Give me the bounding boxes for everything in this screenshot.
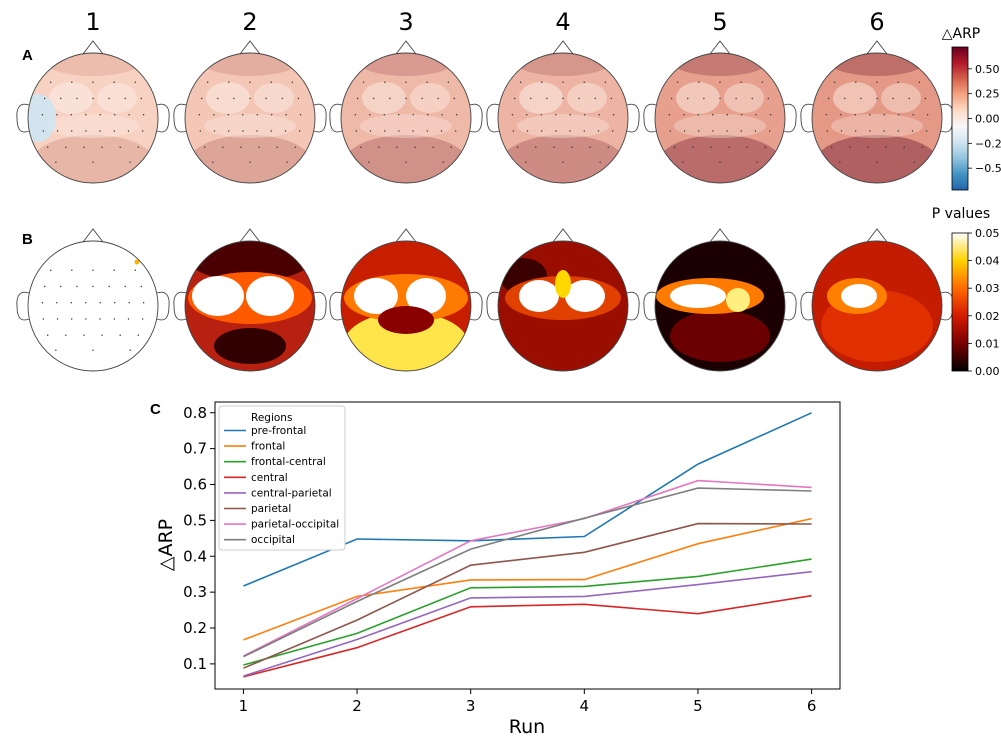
- colorbar-a-tick: −0.25: [975, 137, 1001, 150]
- legend-box: [218, 405, 346, 551]
- colorbar-b: P values 0.05 0.04 0.03 0.02 0.01 0.00: [932, 206, 1000, 378]
- y-tick-label: 0.5: [183, 511, 207, 529]
- legend-title: Regions: [251, 412, 292, 424]
- series-line-occipital: [243, 487, 812, 658]
- colorbar-b-tick: 0.01: [975, 337, 1000, 350]
- topomap-a-4: [486, 40, 640, 184]
- x-axis: 1 2 3 4 5 6: [239, 689, 817, 715]
- series-line-parietal: [243, 522, 812, 669]
- colorbar-a-tick: 0.00: [975, 113, 1000, 126]
- series-lines: [243, 412, 812, 678]
- y-axis-label: △ARP: [155, 519, 177, 571]
- legend-entry: frontal-central: [251, 456, 326, 468]
- topomap-row-b: [16, 228, 954, 372]
- y-tick-label: 0.3: [183, 583, 207, 601]
- colorbar-b-title: P values: [932, 206, 990, 222]
- column-label-1: 1: [85, 8, 100, 36]
- column-label-2: 2: [242, 8, 257, 36]
- y-axis: 0.1 0.2 0.3 0.4 0.5 0.6 0.7 0.8: [183, 404, 215, 673]
- panel-label-b: B: [22, 231, 33, 248]
- x-axis-label: Run: [509, 716, 545, 738]
- topomap-a-1: [16, 40, 170, 184]
- x-tick-label: 3: [466, 697, 476, 715]
- colorbar-b-tick: 0.00: [975, 365, 1000, 378]
- legend-entry: central: [251, 472, 288, 484]
- topomap-b-5: [643, 228, 797, 372]
- series-line-central-parietal: [243, 570, 812, 677]
- colorbar-b-tick: 0.02: [975, 310, 1000, 323]
- topomap-a-6: [800, 40, 954, 184]
- line-chart: 0.1 0.2 0.3 0.4 0.5 0.6 0.7 0.8 1 2 3 4 5 6 Run △ARP…: [155, 401, 841, 738]
- colorbar-b-tick: 0.04: [975, 255, 1000, 268]
- series-line-central: [243, 594, 812, 678]
- topomap-b-1: [16, 228, 170, 372]
- series-line-frontal: [243, 517, 812, 641]
- colorbar-b-bar: [951, 232, 969, 372]
- legend-entry: parietal: [251, 503, 291, 515]
- topomap-a-5: [643, 40, 797, 184]
- colorbar-a: △ARP 0.50 0.25 0.00 −0.25 −0.50: [942, 26, 1001, 191]
- x-tick-label: 1: [239, 697, 249, 715]
- y-tick-label: 0.6: [183, 476, 207, 494]
- colorbar-a-tick: 0.25: [975, 88, 1000, 101]
- panel-label-c: C: [150, 401, 161, 418]
- colorbar-b-tick: 0.03: [975, 282, 1000, 295]
- topomap-row-a: [16, 40, 954, 184]
- y-tick-label: 0.1: [183, 655, 207, 673]
- legend-entry: parietal-occipital: [251, 519, 339, 531]
- legend: Regions pre-frontal frontal frontal-centra…: [218, 405, 346, 551]
- topomap-b-4: [486, 228, 640, 372]
- legend-entry: occipital: [251, 534, 295, 546]
- series-line-frontal-central: [243, 558, 812, 666]
- x-tick-label: 4: [580, 697, 590, 715]
- y-tick-label: 0.2: [183, 619, 207, 637]
- x-tick-label: 5: [693, 697, 703, 715]
- x-tick-label: 2: [352, 697, 362, 715]
- legend-entry: frontal: [251, 441, 285, 453]
- colorbar-a-tick: 0.50: [975, 63, 1000, 76]
- topomap-a-3: [329, 40, 483, 184]
- legend-entry: central-parietal: [251, 487, 332, 499]
- column-label-3: 3: [398, 8, 413, 36]
- column-labels: 1 2 3 4 5 6: [85, 8, 884, 36]
- colorbar-a-title: △ARP: [942, 26, 981, 42]
- topomap-a-2: [173, 40, 327, 184]
- column-label-6: 6: [869, 8, 884, 36]
- legend-entry: pre-frontal: [251, 425, 306, 437]
- x-tick-label: 6: [807, 697, 817, 715]
- topomap-b-2: [173, 228, 327, 372]
- y-tick-label: 0.7: [183, 440, 207, 458]
- colorbar-a-bar: [951, 46, 969, 191]
- y-tick-label: 0.4: [183, 547, 207, 565]
- series-line-parietal-occipital: [243, 479, 812, 657]
- panel-label-a: A: [22, 47, 33, 64]
- colorbar-b-tick: 0.05: [975, 227, 1000, 240]
- topomap-b-6: [800, 228, 954, 372]
- colorbar-a-tick: −0.50: [975, 162, 1001, 175]
- column-label-4: 4: [555, 8, 570, 36]
- column-label-5: 5: [712, 8, 727, 36]
- y-tick-label: 0.8: [183, 404, 207, 422]
- topomap-b-3: [329, 228, 483, 372]
